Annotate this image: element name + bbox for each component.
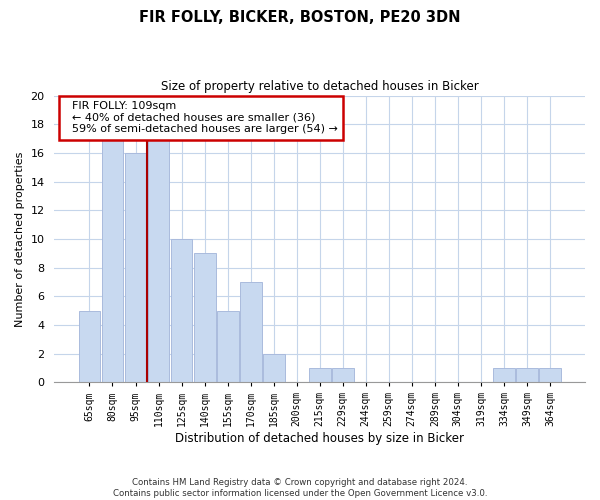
- X-axis label: Distribution of detached houses by size in Bicker: Distribution of detached houses by size …: [175, 432, 464, 445]
- Bar: [101, 138, 124, 382]
- Text: Contains HM Land Registry data © Crown copyright and database right 2024.
Contai: Contains HM Land Registry data © Crown c…: [113, 478, 487, 498]
- Bar: [170, 239, 193, 382]
- Bar: [516, 368, 538, 382]
- Text: FIR FOLLY: 109sqm
  ← 40% of detached houses are smaller (36)
  59% of semi-deta: FIR FOLLY: 109sqm ← 40% of detached hous…: [65, 102, 338, 134]
- Bar: [148, 138, 169, 382]
- Y-axis label: Number of detached properties: Number of detached properties: [15, 151, 25, 326]
- Bar: [194, 253, 215, 382]
- Bar: [239, 282, 262, 382]
- Bar: [125, 153, 146, 382]
- Bar: [539, 368, 561, 382]
- Bar: [217, 310, 239, 382]
- Text: FIR FOLLY, BICKER, BOSTON, PE20 3DN: FIR FOLLY, BICKER, BOSTON, PE20 3DN: [139, 10, 461, 25]
- Bar: [493, 368, 515, 382]
- Title: Size of property relative to detached houses in Bicker: Size of property relative to detached ho…: [161, 80, 479, 93]
- Bar: [332, 368, 353, 382]
- Bar: [263, 354, 284, 382]
- Bar: [79, 310, 100, 382]
- Bar: [309, 368, 331, 382]
